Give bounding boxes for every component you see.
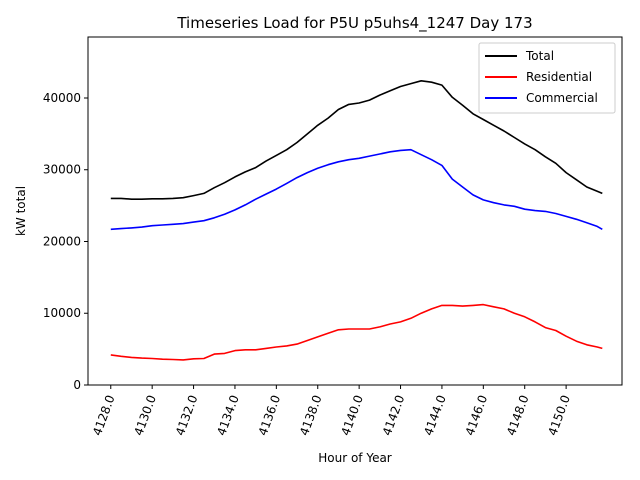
x-axis-label: Hour of Year [318, 451, 392, 465]
series-line-residential [110, 303, 603, 361]
y-tick-label: 10000 [43, 306, 81, 320]
x-tick-label: 4136.0 [256, 393, 284, 437]
legend-label-total: Total [525, 49, 554, 63]
y-tick-label: 20000 [43, 234, 81, 248]
series-line-total [110, 80, 603, 200]
series-line-commercial [110, 148, 603, 231]
legend: Total Residential Commercial [478, 42, 616, 114]
x-tick-label: 4138.0 [297, 393, 325, 437]
x-axis: 4128.0 4130.0 4132.0 4134.0 4136.0 4138.0 4140… [90, 385, 573, 437]
chart-title: Timeseries Load for P5U p5uhs4_1247 Day … [176, 14, 532, 33]
x-tick-label: 4130.0 [131, 393, 159, 437]
y-axis: 0 10000 20000 30000 40000 [43, 91, 88, 392]
series-group [110, 80, 603, 361]
legend-box [478, 42, 616, 114]
y-tick-label: 40000 [43, 91, 81, 105]
x-tick-label: 4150.0 [545, 393, 573, 437]
legend-label-residential: Residential [526, 70, 592, 84]
y-tick-label: 30000 [43, 163, 81, 177]
x-tick-label: 4134.0 [214, 393, 242, 437]
x-tick-label: 4142.0 [380, 393, 408, 437]
x-tick-label: 4148.0 [504, 393, 532, 437]
x-tick-label: 4140.0 [338, 393, 366, 437]
x-tick-label: 4132.0 [173, 393, 201, 437]
legend-label-commercial: Commercial [526, 91, 598, 105]
x-tick-label: 4146.0 [463, 393, 491, 437]
y-axis-label: kW total [14, 186, 28, 236]
x-tick-label: 4144.0 [421, 393, 449, 437]
x-tick-label: 4128.0 [90, 393, 118, 437]
plot-area [87, 36, 623, 386]
y-tick-label: 0 [73, 378, 81, 392]
